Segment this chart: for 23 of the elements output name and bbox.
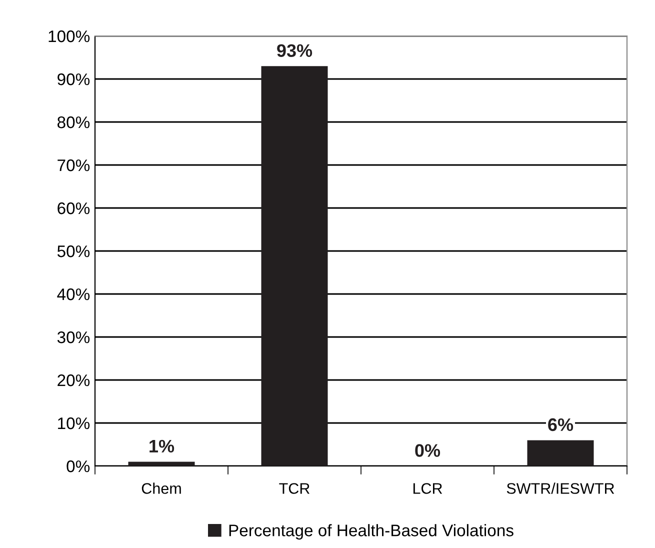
x-tick-label: Chem — [142, 482, 181, 494]
y-tick-label: 100% — [48, 30, 90, 42]
x-tick-label: LCR — [413, 483, 442, 494]
y-tick-label: 30% — [57, 331, 90, 344]
y-tick-label: 40% — [57, 288, 90, 300]
bar — [527, 440, 594, 466]
text: 93% — [277, 44, 312, 57]
bar — [128, 462, 195, 466]
x-tick-label: SWTR/IESWTR — [506, 482, 614, 494]
bar — [261, 66, 328, 466]
y-tick-label: 20% — [58, 374, 90, 386]
y-tick-label: 80% — [58, 116, 90, 128]
y-tick-label: 0% — [66, 460, 90, 472]
text: 6% — [548, 418, 574, 432]
y-tick-label: 60% — [58, 202, 90, 214]
x-tick-label: TCR — [279, 483, 310, 494]
text: 0% — [415, 444, 440, 457]
y-tick-label: 50% — [57, 245, 90, 258]
legend-label: Percentage of Health-Based Violations — [229, 524, 514, 540]
y-tick-label: 70% — [58, 159, 90, 172]
y-tick-label: 90% — [58, 73, 90, 86]
text: 1% — [150, 440, 174, 453]
y-tick-label: 10% — [58, 417, 90, 430]
